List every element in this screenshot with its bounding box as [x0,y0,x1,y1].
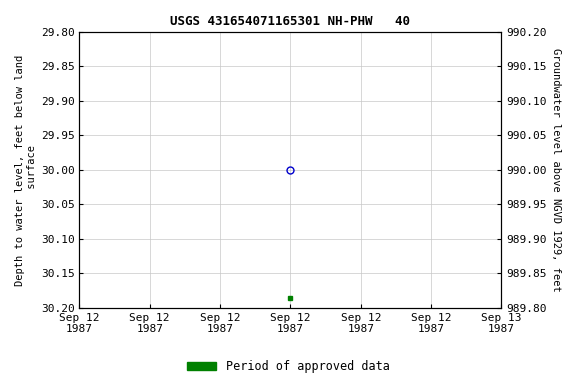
Legend: Period of approved data: Period of approved data [182,356,394,378]
Y-axis label: Groundwater level above NGVD 1929, feet: Groundwater level above NGVD 1929, feet [551,48,561,292]
Title: USGS 431654071165301 NH-PHW   40: USGS 431654071165301 NH-PHW 40 [170,15,411,28]
Y-axis label: Depth to water level, feet below land
 surface: Depth to water level, feet below land su… [15,55,37,286]
